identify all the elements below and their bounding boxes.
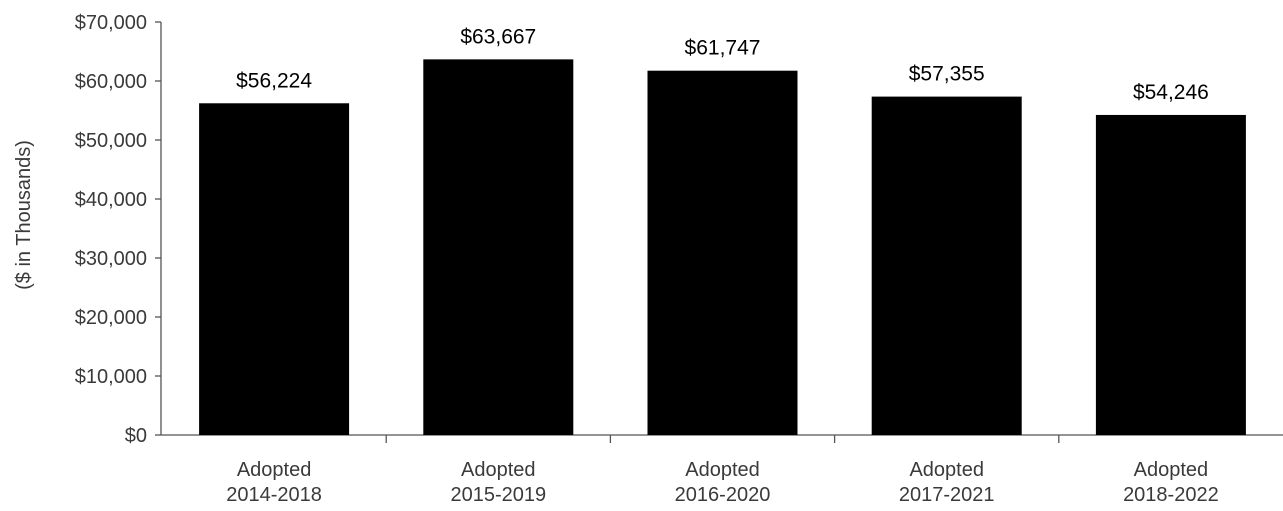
category-labels: Adopted 2014-2018 Adopted 2015-2019 Adopted 2… <box>226 459 1218 506</box>
y-axis-title: ($ in Thousands) <box>13 140 35 290</box>
x-axis <box>161 434 1283 443</box>
category-label: Adopted 2017-2021 <box>899 459 995 506</box>
data-label: $61,747 <box>685 37 761 60</box>
y-tick-label: $10,000 <box>75 366 147 388</box>
category-label-line: 2017-2021 <box>899 484 995 506</box>
data-label: $57,355 <box>909 63 985 86</box>
category-label-line: Adopted <box>909 459 984 481</box>
category-label-line: 2018-2022 <box>1123 484 1219 506</box>
bar <box>647 70 798 436</box>
bar <box>871 96 1022 435</box>
category-label: Adopted 2016-2020 <box>675 459 771 506</box>
bar <box>199 103 350 436</box>
bar <box>1095 114 1246 435</box>
category-label-line: Adopted <box>1134 459 1209 481</box>
bar <box>423 59 574 436</box>
data-label: $56,224 <box>236 69 312 92</box>
y-tick-label: $20,000 <box>75 307 147 329</box>
y-tick-label: $70,000 <box>75 12 147 34</box>
bars <box>199 59 1246 436</box>
category-label-line: Adopted <box>237 459 312 481</box>
y-tick-label: $50,000 <box>75 130 147 152</box>
category-label-line: Adopted <box>461 459 536 481</box>
y-tick-label: $40,000 <box>75 189 147 211</box>
y-tick-label: $60,000 <box>75 71 147 93</box>
data-labels: $56,224 $63,667 $61,747 $57,355 $54,246 <box>236 25 1209 104</box>
y-axis: $0 $10,000 $20,000 $30,000 $40,000 $50,000 $60… <box>75 12 162 447</box>
category-label: Adopted 2018-2022 <box>1123 459 1219 506</box>
category-label-line: 2014-2018 <box>226 484 322 506</box>
category-label-line: 2016-2020 <box>675 484 771 506</box>
category-label: Adopted 2015-2019 <box>450 459 546 506</box>
data-label: $54,246 <box>1133 81 1209 104</box>
y-tick-label: $0 <box>125 425 147 447</box>
category-label-line: Adopted <box>685 459 760 481</box>
category-label: Adopted 2014-2018 <box>226 459 322 506</box>
data-label: $63,667 <box>460 25 536 48</box>
category-label-line: 2015-2019 <box>450 484 546 506</box>
y-tick-label: $30,000 <box>75 248 147 270</box>
